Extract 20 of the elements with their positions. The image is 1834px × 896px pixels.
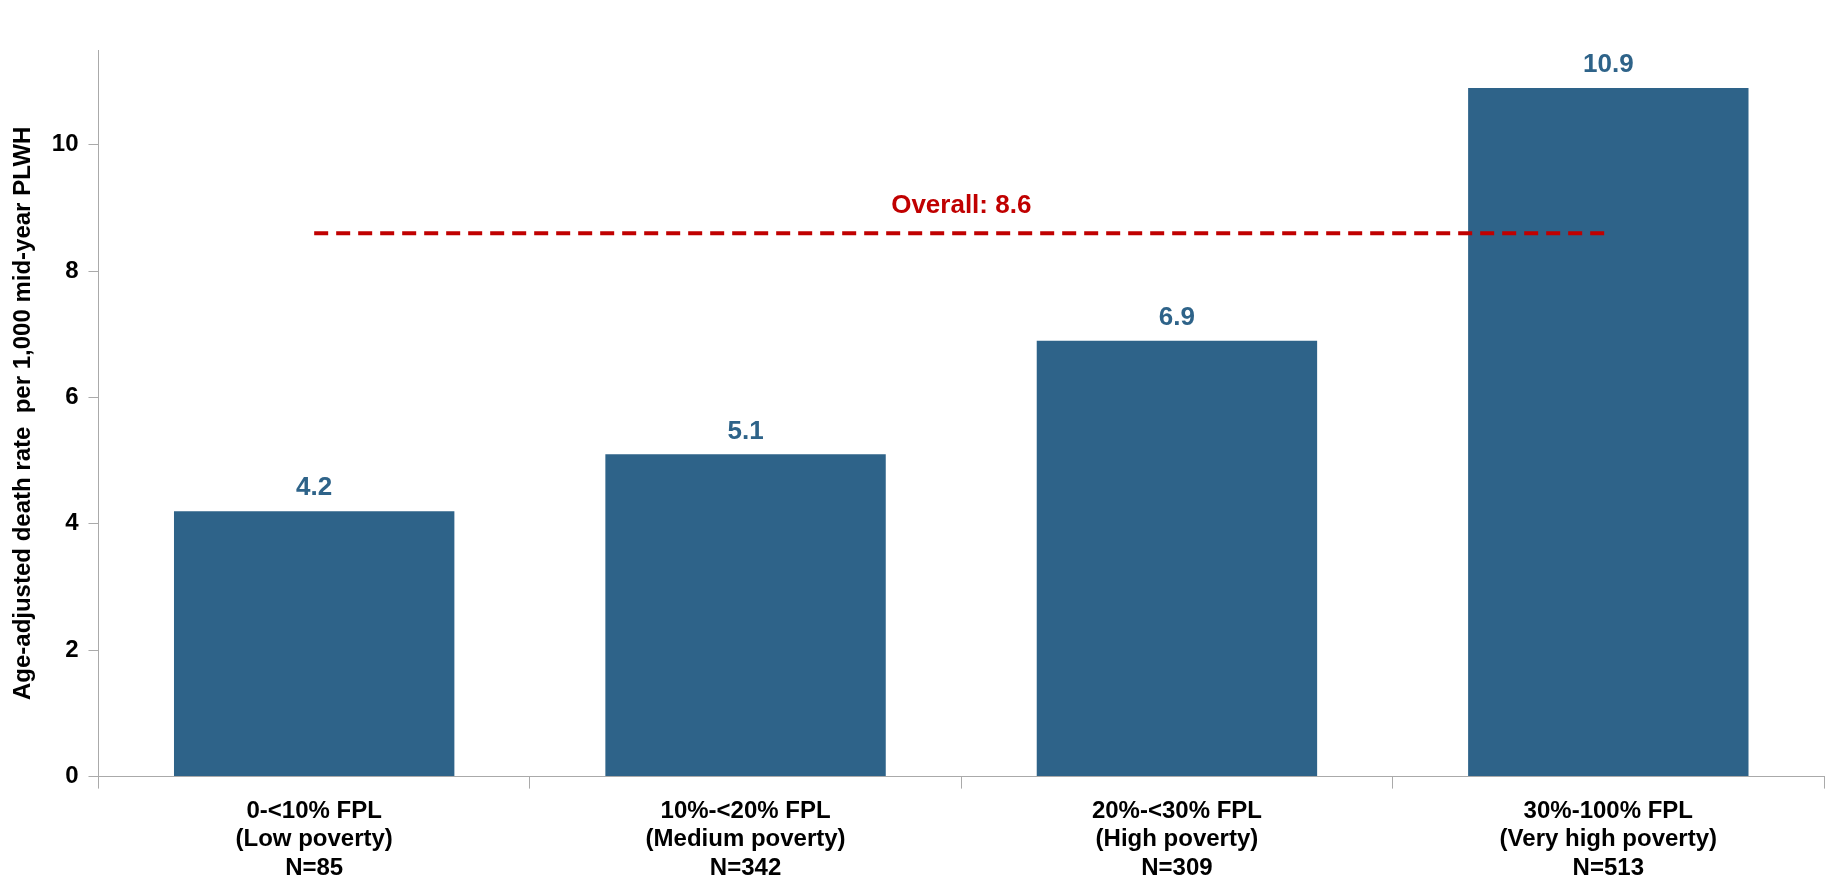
y-tick-label: 4 [65, 508, 80, 536]
data-label: 6.9 [1158, 300, 1196, 331]
data-label: 5.1 [727, 414, 764, 445]
y-tick-label: 8 [65, 255, 79, 283]
x-tick-label: 10%-<20% FPL (Medium poverty) N=342 [645, 795, 846, 881]
bar [605, 454, 886, 777]
x-tick-label: 20%-<30% FPL (High poverty) N=309 [1091, 795, 1262, 881]
x-tick-label: 0-<10% FPL (Low poverty) N=85 [235, 795, 393, 881]
y-axis-title: Age-adjusted death rate per 1,000 mid-year PLWH [8, 126, 36, 701]
y-tick-label: 10 [51, 129, 79, 157]
x-tick-label: 30%-100% FPL (Very high poverty) N=513 [1499, 795, 1718, 881]
bar [1468, 87, 1749, 777]
data-label: 4.2 [296, 471, 333, 502]
ref-line-label: Overall: 8.6 [891, 189, 1032, 220]
y-tick-label: 6 [65, 382, 79, 410]
bar [173, 511, 455, 777]
y-tick-label: 0 [65, 761, 79, 789]
data-label: 10.9 [1583, 48, 1634, 79]
bar [1036, 340, 1318, 777]
y-tick-label: 2 [65, 634, 79, 662]
